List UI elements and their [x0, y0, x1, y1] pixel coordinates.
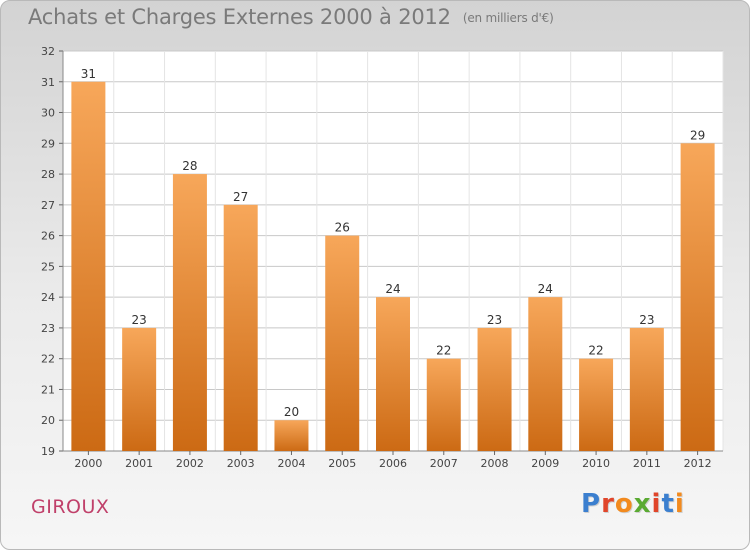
- data-label: 23: [639, 313, 654, 327]
- data-label: 31: [81, 67, 96, 81]
- bar: [376, 297, 410, 451]
- proxiti-logo[interactable]: Proxiti: [581, 489, 685, 519]
- y-tick-label: 22: [41, 353, 55, 366]
- y-tick-label: 28: [41, 168, 55, 181]
- x-tick-label: 2009: [531, 457, 559, 470]
- bar: [223, 204, 258, 451]
- bar: [274, 420, 309, 451]
- logo-letter: i: [674, 489, 685, 519]
- x-tick-label: 2011: [633, 457, 661, 470]
- x-tick-label: 2003: [227, 457, 255, 470]
- x-tick-label: 2006: [379, 457, 407, 470]
- bar: [528, 297, 563, 451]
- data-label: 27: [233, 190, 248, 204]
- chart-title-text: Achats et Charges Externes 2000 à 2012: [28, 5, 451, 29]
- commune-name: GIROUX: [31, 496, 110, 518]
- data-label: 29: [690, 128, 705, 142]
- bar: [629, 327, 664, 451]
- y-tick-label: 23: [41, 322, 55, 335]
- data-label: 28: [182, 159, 197, 173]
- x-tick-label: 2008: [481, 457, 509, 470]
- logo-letter: P: [581, 489, 602, 519]
- logo-letter: r: [601, 489, 615, 519]
- data-label: 26: [335, 221, 350, 235]
- bar: [426, 358, 461, 451]
- bar: [172, 174, 207, 452]
- y-tick-label: 29: [41, 137, 55, 150]
- bar: [680, 143, 715, 452]
- x-tick-label: 2002: [176, 457, 204, 470]
- data-label: 24: [538, 282, 553, 296]
- bar: [325, 235, 360, 451]
- logo-letter: t: [661, 489, 675, 519]
- data-label: 22: [436, 344, 451, 358]
- y-tick-label: 25: [41, 260, 55, 273]
- chart-title-unit: (en milliers d'€): [462, 11, 554, 25]
- y-tick-label: 26: [41, 230, 55, 243]
- data-label: 24: [385, 282, 400, 296]
- y-tick-label: 21: [41, 383, 55, 396]
- x-tick-label: 2012: [684, 457, 712, 470]
- chart-title: Achats et Charges Externes 2000 à 2012 (e…: [28, 5, 554, 29]
- bar: [477, 327, 512, 451]
- x-tick-label: 2000: [74, 457, 102, 470]
- x-tick-label: 2010: [582, 457, 610, 470]
- bar: [579, 358, 614, 451]
- logo-letter: x: [633, 489, 652, 519]
- y-tick-label: 19: [41, 445, 55, 458]
- bar: [71, 81, 106, 452]
- bar: [122, 327, 157, 451]
- x-tick-label: 2005: [328, 457, 356, 470]
- x-tick-label: 2001: [125, 457, 153, 470]
- logo-letter: i: [651, 489, 662, 519]
- y-tick-label: 32: [41, 45, 55, 58]
- y-tick-label: 20: [41, 414, 55, 427]
- y-tick-label: 27: [41, 199, 55, 212]
- data-label: 23: [487, 313, 502, 327]
- logo-letter: o: [614, 489, 634, 519]
- x-tick-label: 2007: [430, 457, 458, 470]
- data-label: 20: [284, 405, 299, 419]
- y-tick-label: 30: [41, 107, 55, 120]
- data-label: 23: [132, 313, 147, 327]
- y-tick-label: 24: [41, 291, 55, 304]
- y-tick-label: 31: [41, 76, 55, 89]
- x-tick-label: 2004: [277, 457, 305, 470]
- data-label: 22: [588, 344, 603, 358]
